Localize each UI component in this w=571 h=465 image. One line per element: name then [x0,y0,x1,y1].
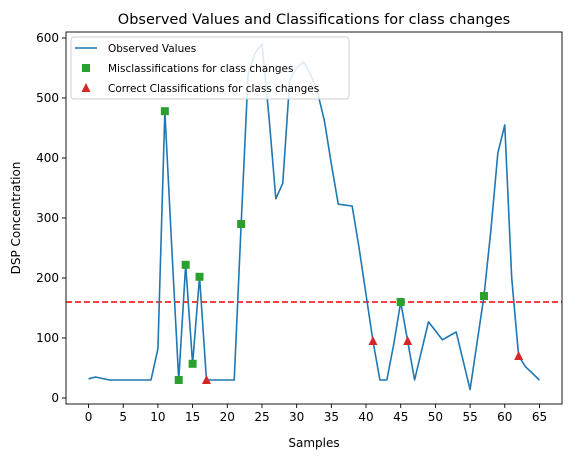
x-tick-label: 55 [462,410,477,424]
x-tick-label: 40 [358,410,373,424]
misclassification-point [160,107,169,116]
y-tick-label: 400 [36,151,59,165]
y-tick-label: 300 [36,211,59,225]
legend-box [70,36,350,100]
misclassification-point [479,292,488,300]
chart-title: Observed Values and Classifications for … [118,12,510,28]
x-tick-label: 65 [532,410,547,424]
legend: Observed Values Misclassifications for cl… [70,36,350,100]
misclassification-point [195,272,204,281]
legend-triangle-swatch [81,83,91,92]
x-tick-label: 30 [289,410,304,424]
x-tick-label: 5 [119,410,127,424]
y-axis-label: DSP Concentration [9,162,23,275]
y-tick-label: 600 [36,31,59,45]
y-tick-label: 500 [36,91,59,105]
misclassification-point [174,376,183,384]
y-tick-label: 200 [36,271,59,285]
misclassification-point [396,298,405,306]
x-axis-label: Samples [288,436,339,450]
x-tick-label: 60 [497,410,512,424]
x-tick-label: 0 [85,410,93,424]
y-tick-label: 100 [36,331,59,345]
x-tick-label: 50 [428,410,443,424]
correct-classification-point [514,351,524,360]
legend-label: Correct Classifications for class change… [108,83,319,95]
misclassification-point [181,260,190,269]
axis-ticks: 0 5 10 15 20 25 30 35 40 45 50 55 60 65 0 100 200 300 400 5… [36,31,547,424]
x-tick-label: 10 [150,410,165,424]
correct-classification-point [403,336,413,345]
legend-label: Observed Values [108,43,196,55]
misclassification-point [188,359,197,368]
x-tick-label: 15 [185,410,200,424]
x-tick-label: 45 [393,410,408,424]
misclassification-point [237,220,246,228]
x-tick-label: 25 [254,410,269,424]
x-tick-label: 20 [220,410,235,424]
legend-square-swatch [82,64,90,72]
legend-label: Misclassifications for class changes [108,63,293,75]
correct-classification-point [201,375,211,384]
x-tick-label: 35 [324,410,339,424]
correct-classification-point [368,336,378,345]
y-tick-label: 0 [51,391,59,405]
